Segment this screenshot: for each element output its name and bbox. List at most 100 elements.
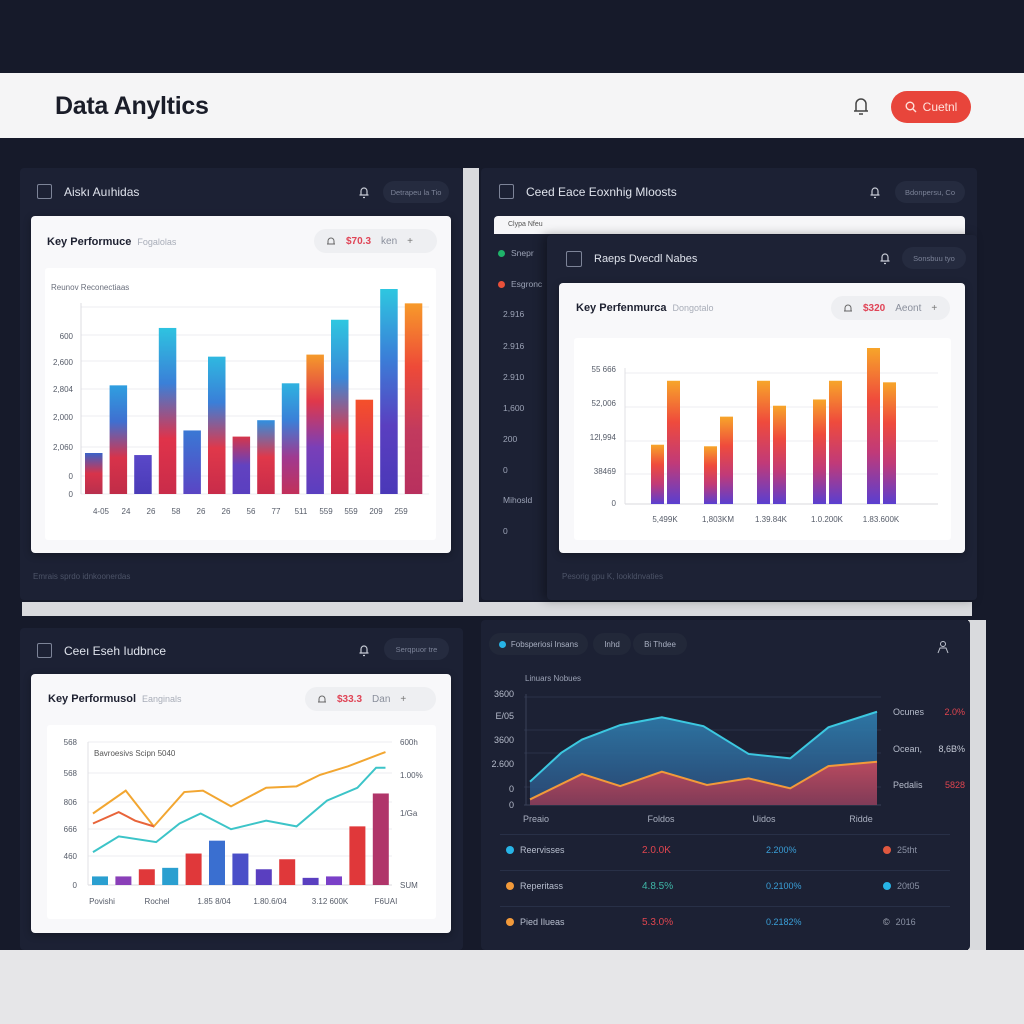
tab-label: Bi Thdee xyxy=(644,639,676,649)
bar xyxy=(667,380,680,504)
bar xyxy=(372,793,389,885)
bell-icon[interactable] xyxy=(358,185,370,199)
table-row[interactable]: Reperitass 4.8.5% 0.2100% 20t05 xyxy=(500,881,950,895)
row-label: Reperitass xyxy=(520,881,564,891)
y-tick-label: 2,600 xyxy=(53,358,74,367)
bar xyxy=(349,826,366,885)
panel-1-button[interactable]: Detrapeu la Tio xyxy=(383,181,449,203)
series-area xyxy=(530,711,877,805)
x-tick-label: 1.0.200K xyxy=(811,515,844,524)
side-list-item: Mihosld xyxy=(503,495,532,505)
y-tick-label: 38469 xyxy=(594,467,617,476)
user-icon xyxy=(566,251,582,267)
legend-label: Ocunes xyxy=(893,707,925,717)
row-value-3-cell: 25tht xyxy=(883,845,917,855)
bar xyxy=(306,354,324,494)
chart-1-subtitle: Reunov Reconectiaas xyxy=(51,283,130,292)
row-label-cell: Pied Ilueas xyxy=(506,917,565,927)
bell-icon[interactable] xyxy=(869,185,881,199)
x-tick-label: 259 xyxy=(394,507,408,516)
row-divider xyxy=(500,834,950,835)
y-tick-label: 0 xyxy=(69,490,74,499)
kpi-unit: ken xyxy=(381,235,398,247)
x-tick-label: 5,499K xyxy=(652,515,678,524)
series-line xyxy=(92,810,155,828)
kpi-pill[interactable]: $33.3 Dan + xyxy=(305,687,436,711)
row-label: Reervisses xyxy=(520,845,565,855)
kpi-value: $70.3 xyxy=(346,235,372,247)
kpi-value: $320 xyxy=(863,302,886,314)
row-label: Pied Ilueas xyxy=(520,917,565,927)
table-row[interactable]: Pied Ilueas 5.3.0% 0.2182% © 2016 xyxy=(500,917,950,931)
x-tick-label: 56 xyxy=(247,507,256,516)
x-tick-label: 26 xyxy=(147,507,156,516)
bar xyxy=(720,416,733,504)
series-area xyxy=(530,761,877,805)
row-value-2: 0.2100% xyxy=(766,881,802,891)
row-label-cell: Reervisses xyxy=(506,845,565,855)
plus-icon[interactable]: + xyxy=(400,693,407,705)
x-tick-label: 1.85 8/04 xyxy=(197,897,231,906)
bar xyxy=(829,380,842,504)
panel-3-button[interactable]: Serqpuor tre xyxy=(384,638,449,660)
tab-1[interactable]: Inhd xyxy=(593,633,631,655)
bar xyxy=(867,348,880,504)
tab-2[interactable]: Bi Thdee xyxy=(633,633,687,655)
header-action-button[interactable]: Cuetnl xyxy=(891,91,971,123)
status-dot-icon xyxy=(883,846,891,854)
kpi-pill[interactable]: $320 Aeont + xyxy=(831,296,950,320)
x-tick-label: Foldos xyxy=(647,814,675,824)
x-tick-label: Rochel xyxy=(145,897,170,906)
y-tick-label-left: 0 xyxy=(73,881,78,890)
bar xyxy=(208,356,226,494)
bell-icon[interactable] xyxy=(852,96,870,116)
bell-icon[interactable] xyxy=(879,251,891,265)
side-list-label: 2.910 xyxy=(503,372,525,382)
y-tick-label: 3600 xyxy=(494,689,514,699)
bar xyxy=(109,385,128,494)
bell-icon xyxy=(327,237,335,244)
bell-icon xyxy=(844,304,852,311)
bell-icon[interactable] xyxy=(358,643,370,657)
plus-icon[interactable]: + xyxy=(931,302,938,314)
plus-icon[interactable]: + xyxy=(407,235,413,247)
card-subtitle: Fogalolas xyxy=(137,237,177,247)
y-tick-label: 3600 xyxy=(494,735,514,745)
card-title: Key Performuce Fogalolas xyxy=(47,236,176,248)
tab-0[interactable]: Fobsperiosi Insans xyxy=(489,633,588,655)
y-tick-label: 0 xyxy=(509,784,514,794)
y-tick-label: 0 xyxy=(509,800,514,810)
bar xyxy=(883,382,896,504)
panel-2-button[interactable]: Bdonpersu, Co xyxy=(895,181,965,203)
strip-text: Clypa Nfeu xyxy=(508,221,543,228)
bar xyxy=(183,430,201,494)
x-tick-label: Preaio xyxy=(523,814,549,824)
y-tick-label: 0 xyxy=(612,499,617,508)
y-tick-label: 2.600 xyxy=(491,759,514,769)
kpi-unit: Dan xyxy=(372,693,391,705)
bar xyxy=(138,869,155,885)
chart-4-subtitle: Linuars Nobues xyxy=(525,674,582,683)
side-list-label: Snepr xyxy=(511,248,534,258)
bottom-bar xyxy=(0,950,1024,1024)
row-label-cell: Reperitass xyxy=(506,881,563,891)
series-line xyxy=(92,766,386,853)
chart-1: 600 2,600 2,804 2,000 2,060 0 0 4-05 24 26 58 26 26 5… xyxy=(53,289,429,516)
bar xyxy=(355,399,374,494)
table-row[interactable]: Reervisses 2.0.0K 2.200% 25tht xyxy=(500,845,950,859)
kpi-pill[interactable]: $70.3 ken + xyxy=(314,229,437,253)
x-tick-label: Uidos xyxy=(752,814,776,824)
overlay-button[interactable]: Sonsbuu tyo xyxy=(902,247,966,269)
side-list-label: 200 xyxy=(503,434,518,444)
panel-1-header: Aiskı Auıhidas xyxy=(37,184,139,199)
bar xyxy=(255,869,272,885)
y-tick-label-right: 600h xyxy=(400,738,418,747)
panel-2-header: Ceed Eace Eoxnhig Mloosts xyxy=(499,184,677,199)
card-title-text: Key Performusol xyxy=(48,693,137,705)
panel-2-title: Ceed Eace Eoxnhig Mloosts xyxy=(526,184,677,199)
side-list-label: 0 xyxy=(503,465,508,475)
x-tick-label: 1.83.600K xyxy=(863,515,900,524)
user-icon[interactable] xyxy=(937,640,949,654)
x-tick-label: 26 xyxy=(222,507,231,516)
overlay-title: Raeps Dvecdl Nabes xyxy=(594,253,698,265)
